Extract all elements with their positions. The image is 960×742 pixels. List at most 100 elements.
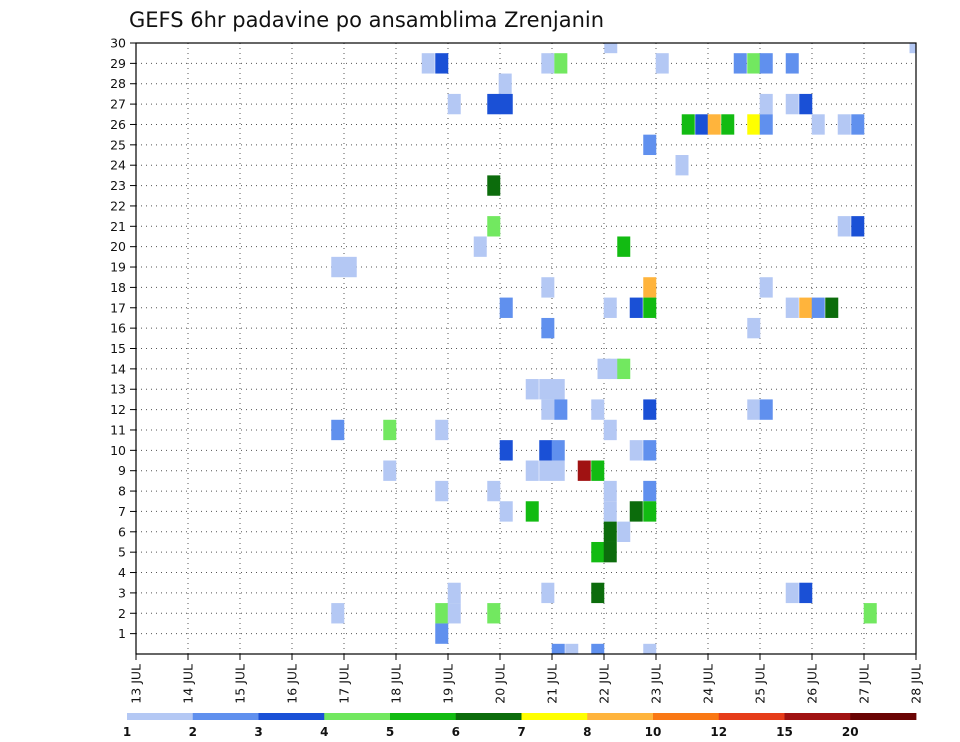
y-tick-label: 24 — [110, 158, 126, 173]
data-cell — [629, 440, 643, 461]
data-cell — [837, 216, 851, 237]
x-tick-label: 28 JUL — [909, 664, 924, 704]
colorbar-swatch — [587, 713, 654, 720]
colorbar-label: 4 — [320, 725, 328, 739]
data-cell — [473, 236, 487, 257]
data-cell — [603, 297, 617, 318]
data-cell — [551, 379, 565, 400]
x-tick-label: 22 JUL — [597, 664, 612, 704]
data-cell — [551, 643, 565, 654]
colorbar-swatch — [784, 713, 851, 720]
data-cell — [707, 114, 721, 135]
data-cell — [759, 93, 773, 115]
x-tick-label: 14 JUL — [181, 664, 196, 704]
y-tick-label: 8 — [118, 484, 126, 499]
data-cell — [695, 114, 709, 135]
colorbar-swatch — [258, 713, 325, 720]
data-cell — [435, 623, 449, 644]
y-tick-label: 7 — [118, 504, 126, 519]
data-cell — [604, 43, 618, 54]
data-cell — [785, 53, 799, 74]
colorbar-label: 10 — [645, 725, 662, 739]
data-cell — [837, 114, 851, 135]
grid-lines — [135, 42, 917, 654]
data-cell — [565, 643, 579, 654]
colorbar-label: 20 — [842, 725, 859, 739]
colorbar-label: 1 — [123, 725, 131, 739]
data-cell — [603, 480, 617, 502]
colorbar-swatch — [192, 713, 259, 720]
data-cell — [487, 175, 501, 196]
data-cell — [617, 521, 631, 542]
data-cell — [675, 155, 689, 176]
data-cell — [785, 297, 799, 318]
x-tick-label: 18 JUL — [389, 664, 404, 704]
data-cell — [577, 460, 591, 481]
y-tick-label: 14 — [110, 361, 126, 376]
data-cell — [383, 460, 397, 481]
data-cell — [863, 603, 877, 624]
data-cell — [603, 541, 617, 563]
data-cell — [331, 256, 345, 278]
data-cell — [785, 582, 799, 604]
data-cell — [811, 297, 825, 318]
data-cell — [498, 73, 512, 94]
data-cell — [525, 501, 539, 522]
data-cell — [487, 216, 501, 237]
x-tick-label: 13 JUL — [129, 664, 144, 704]
y-tick-label: 23 — [110, 178, 126, 193]
data-cell — [643, 480, 657, 502]
y-tick-label: 6 — [118, 524, 126, 539]
data-cell — [435, 419, 449, 441]
x-tick-label: 24 JUL — [701, 664, 716, 704]
data-cell — [721, 114, 735, 135]
colorbar-swatch — [850, 713, 917, 720]
y-tick-label: 11 — [110, 422, 126, 437]
data-cell — [541, 399, 555, 420]
data-cell — [643, 297, 657, 318]
data-cell — [435, 480, 449, 502]
y-tick-label: 18 — [110, 280, 126, 295]
data-cell — [343, 256, 357, 278]
data-cell — [541, 582, 555, 604]
data-cell — [539, 440, 553, 461]
data-cell — [851, 216, 865, 237]
y-tick-label: 30 — [110, 36, 126, 51]
data-cell — [539, 379, 553, 400]
data-cell — [499, 440, 513, 461]
y-tick-label: 13 — [110, 382, 126, 397]
data-cell — [759, 53, 773, 74]
data-cell — [909, 43, 916, 54]
y-tick-label: 15 — [110, 341, 126, 356]
data-cell — [643, 134, 657, 156]
x-tick-label: 23 JUL — [649, 664, 664, 704]
colorbar-swatch — [718, 713, 785, 720]
data-cell — [617, 236, 631, 257]
colorbar-swatch — [521, 713, 588, 720]
data-cell — [551, 440, 565, 461]
data-cell — [825, 297, 839, 318]
data-cell — [383, 419, 397, 441]
data-cell — [499, 93, 513, 115]
data-cell — [747, 317, 761, 339]
data-cell — [655, 53, 669, 74]
data-cell — [487, 603, 501, 624]
data-cell — [643, 643, 657, 654]
data-cell — [487, 480, 501, 502]
y-tick-label: 20 — [110, 239, 126, 254]
x-tick-label: 17 JUL — [337, 664, 352, 704]
data-cell — [447, 603, 461, 624]
y-tick-label: 16 — [110, 321, 126, 336]
data-cell — [603, 501, 617, 522]
colorbar-label: 3 — [254, 725, 262, 739]
colorbar-swatch — [455, 713, 522, 720]
x-tick-label: 15 JUL — [233, 664, 248, 704]
data-cell — [643, 440, 657, 461]
data-cell — [591, 399, 605, 420]
y-tick-label: 26 — [110, 117, 126, 132]
colorbar-swatch — [390, 713, 457, 720]
data-cell — [759, 277, 773, 298]
x-tick-label: 19 JUL — [441, 664, 456, 704]
data-cell — [643, 277, 657, 298]
